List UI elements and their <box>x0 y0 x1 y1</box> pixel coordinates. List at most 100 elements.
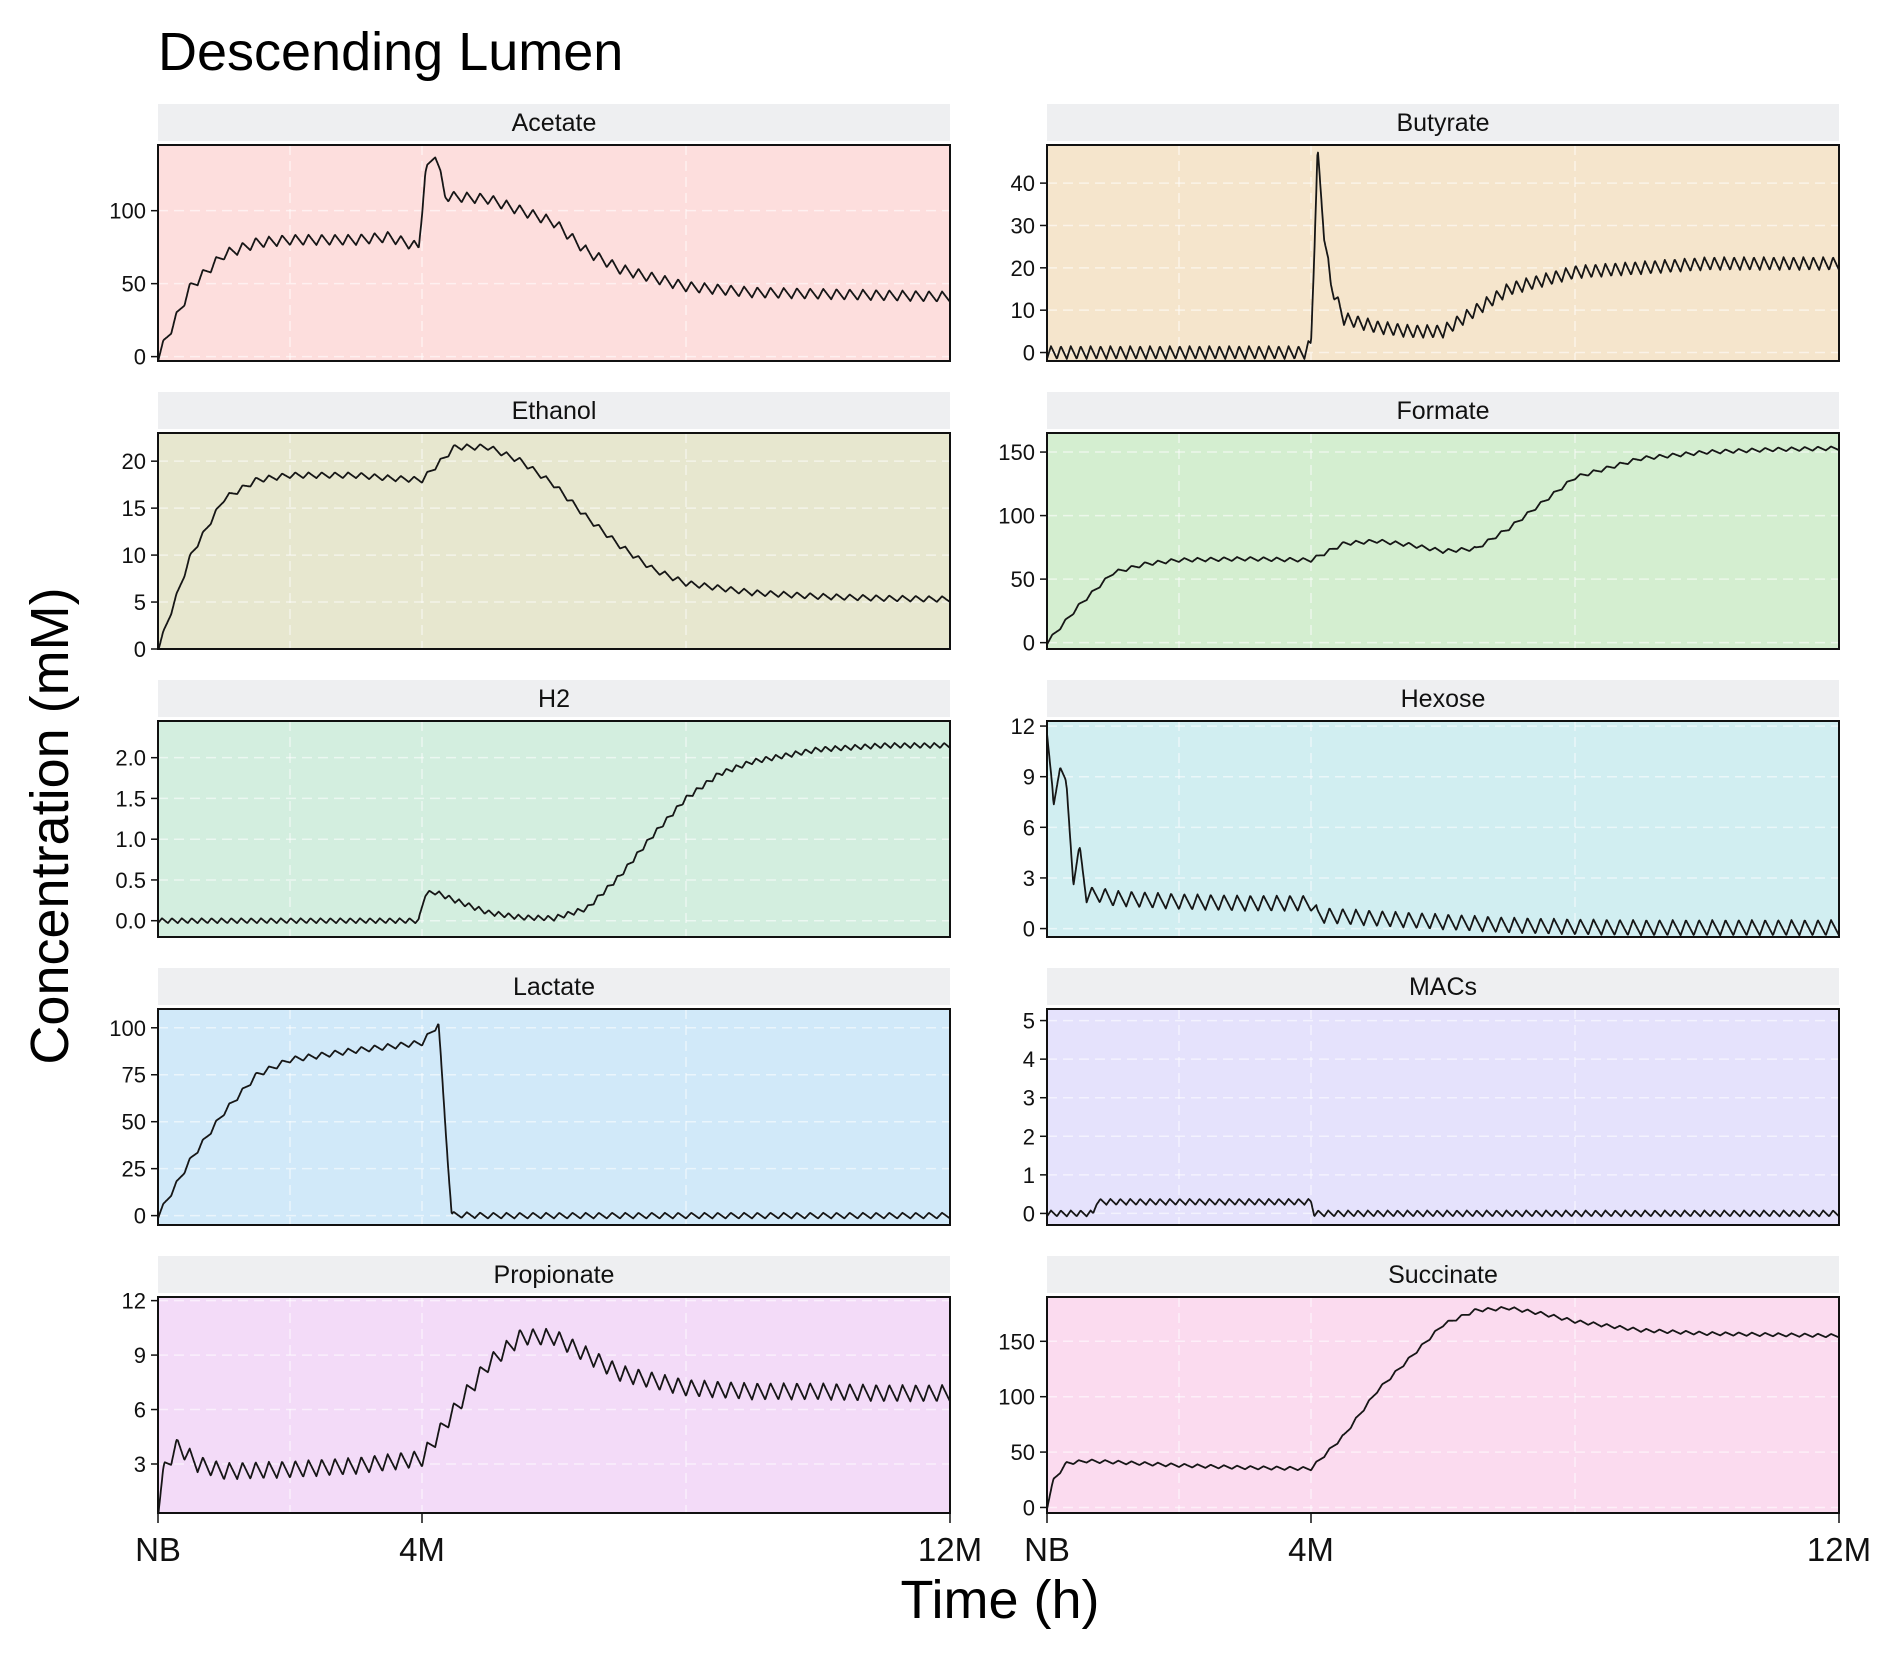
y-tick-label: 3 <box>134 1452 146 1477</box>
y-tick-label: 0 <box>1023 1495 1035 1520</box>
series-line-succinate <box>1046 1306 1840 1510</box>
y-tick-label: 5 <box>134 590 146 615</box>
facet-panels: Acetate050100Butyrate010203040Ethanol051… <box>109 104 1871 1568</box>
x-tick-label: 4M <box>399 1531 445 1568</box>
facet-h2: H2 0.0 0.5 1.0 1.5 2.0 <box>115 680 951 938</box>
panel-background <box>158 1009 950 1225</box>
panel-background <box>158 721 950 937</box>
y-tick-label: 20 <box>122 449 146 474</box>
panel-background <box>1047 433 1839 649</box>
facet-strip-label: Succinate <box>1388 1261 1498 1289</box>
y-tick-label: 40 <box>1011 171 1035 196</box>
y-tick-label: 150 <box>998 1329 1035 1354</box>
y-tick-label: 3 <box>1023 1086 1035 1111</box>
facet-strip <box>1047 968 1839 1005</box>
x-axis-label: Time (h) <box>901 1570 1100 1630</box>
series-line-hexose <box>1046 733 1840 937</box>
x-tick-label: 4M <box>1288 1531 1334 1568</box>
y-tick-label: 0.5 <box>115 868 146 893</box>
series-line-macs <box>1046 1198 1840 1218</box>
y-tick-label: 12 <box>1011 714 1035 739</box>
facet-macs: MACs 0 1 2 3 4 5 <box>1023 968 1840 1226</box>
panel-border <box>157 1008 951 1226</box>
chart-title: Descending Lumen <box>158 22 623 82</box>
x-tick-label: NB <box>135 1531 181 1568</box>
facet-ethanol: Ethanol 0 5 10 15 20 <box>122 392 951 662</box>
facet-strip-label: Formate <box>1396 397 1489 425</box>
y-tick-label: 75 <box>122 1063 146 1088</box>
facet-strip <box>158 680 950 717</box>
y-tick-label: 10 <box>1011 298 1035 323</box>
panel-border <box>157 1296 951 1514</box>
x-tick-label: 12M <box>1807 1531 1871 1568</box>
y-tick-label: 6 <box>1023 815 1035 840</box>
y-tick-label: 15 <box>122 496 146 521</box>
panel-border <box>1046 1008 1840 1226</box>
series-line-acetate <box>157 156 951 362</box>
y-tick-label: 12 <box>122 1289 146 1314</box>
facet-strip-label: Butyrate <box>1396 109 1489 137</box>
x-tick-label: NB <box>1024 1531 1070 1568</box>
panel-border <box>157 720 951 938</box>
series-line-propionate <box>157 1327 951 1514</box>
facet-butyrate: Butyrate 0 10 20 30 40 <box>1011 104 1840 366</box>
y-tick-label: 0 <box>1023 1201 1035 1226</box>
facet-strip-label: Ethanol <box>512 397 597 425</box>
series-line-butyrate <box>1046 151 1840 360</box>
panel-background <box>1047 721 1839 937</box>
y-tick-label: 100 <box>109 199 146 224</box>
panel-border <box>1046 720 1840 938</box>
y-tick-label: 4 <box>1023 1047 1035 1072</box>
facet-strip-label: H2 <box>538 685 570 713</box>
y-tick-label: 3 <box>1023 866 1035 891</box>
y-tick-label: 25 <box>122 1157 146 1182</box>
facet-strip <box>1047 104 1839 141</box>
facet-strip <box>158 968 950 1005</box>
y-tick-label: 30 <box>1011 213 1035 238</box>
facet-strip-label: Hexose <box>1401 685 1486 713</box>
panel-border <box>1046 1296 1840 1514</box>
y-tick-label: 50 <box>1011 567 1035 592</box>
y-tick-label: 0 <box>134 1204 146 1229</box>
facet-propionate: Propionate 3 6 9 12 NB 4M 12M <box>122 1256 982 1568</box>
y-tick-label: 0 <box>1023 631 1035 656</box>
y-tick-label: 1.0 <box>115 827 146 852</box>
y-tick-label: 50 <box>122 1110 146 1135</box>
panel-background <box>158 145 950 361</box>
panel-background <box>1047 145 1839 361</box>
y-tick-label: 0 <box>134 345 146 370</box>
x-tick-label: 12M <box>918 1531 982 1568</box>
facet-strip <box>158 1256 950 1293</box>
y-tick-label: 2 <box>1023 1124 1035 1149</box>
y-tick-label: 0 <box>1023 341 1035 366</box>
y-tick-label: 20 <box>1011 256 1035 281</box>
y-tick-label: 9 <box>134 1343 146 1368</box>
y-tick-label: 0 <box>134 637 146 662</box>
facet-hexose: Hexose 0 3 6 9 12 <box>1011 680 1840 942</box>
y-tick-label: 9 <box>1023 765 1035 790</box>
y-tick-label: 100 <box>998 504 1035 529</box>
y-tick-label: 10 <box>122 543 146 568</box>
y-tick-label: 100 <box>998 1385 1035 1410</box>
y-tick-label: 50 <box>122 272 146 297</box>
facet-strip-label: Propionate <box>494 1261 615 1289</box>
panel-background <box>1047 1009 1839 1225</box>
series-line-lactate <box>157 1023 951 1220</box>
y-tick-label: 0 <box>1023 917 1035 942</box>
facet-strip <box>158 392 950 429</box>
series-line-ethanol <box>157 443 951 650</box>
y-axis-label: Concentration (mM) <box>20 587 80 1064</box>
y-tick-label: 6 <box>134 1398 146 1423</box>
panel-border <box>157 144 951 362</box>
y-tick-label: 1.5 <box>115 786 146 811</box>
y-tick-label: 0.0 <box>115 909 146 934</box>
panel-border <box>1046 432 1840 650</box>
panel-background <box>158 433 950 649</box>
series-line-h2 <box>157 742 951 924</box>
panel-background <box>158 1297 950 1513</box>
y-tick-label: 1 <box>1023 1163 1035 1188</box>
y-tick-label: 150 <box>998 440 1035 465</box>
y-tick-label: 50 <box>1011 1440 1035 1465</box>
panel-border <box>1046 144 1840 362</box>
facet-strip <box>158 104 950 141</box>
